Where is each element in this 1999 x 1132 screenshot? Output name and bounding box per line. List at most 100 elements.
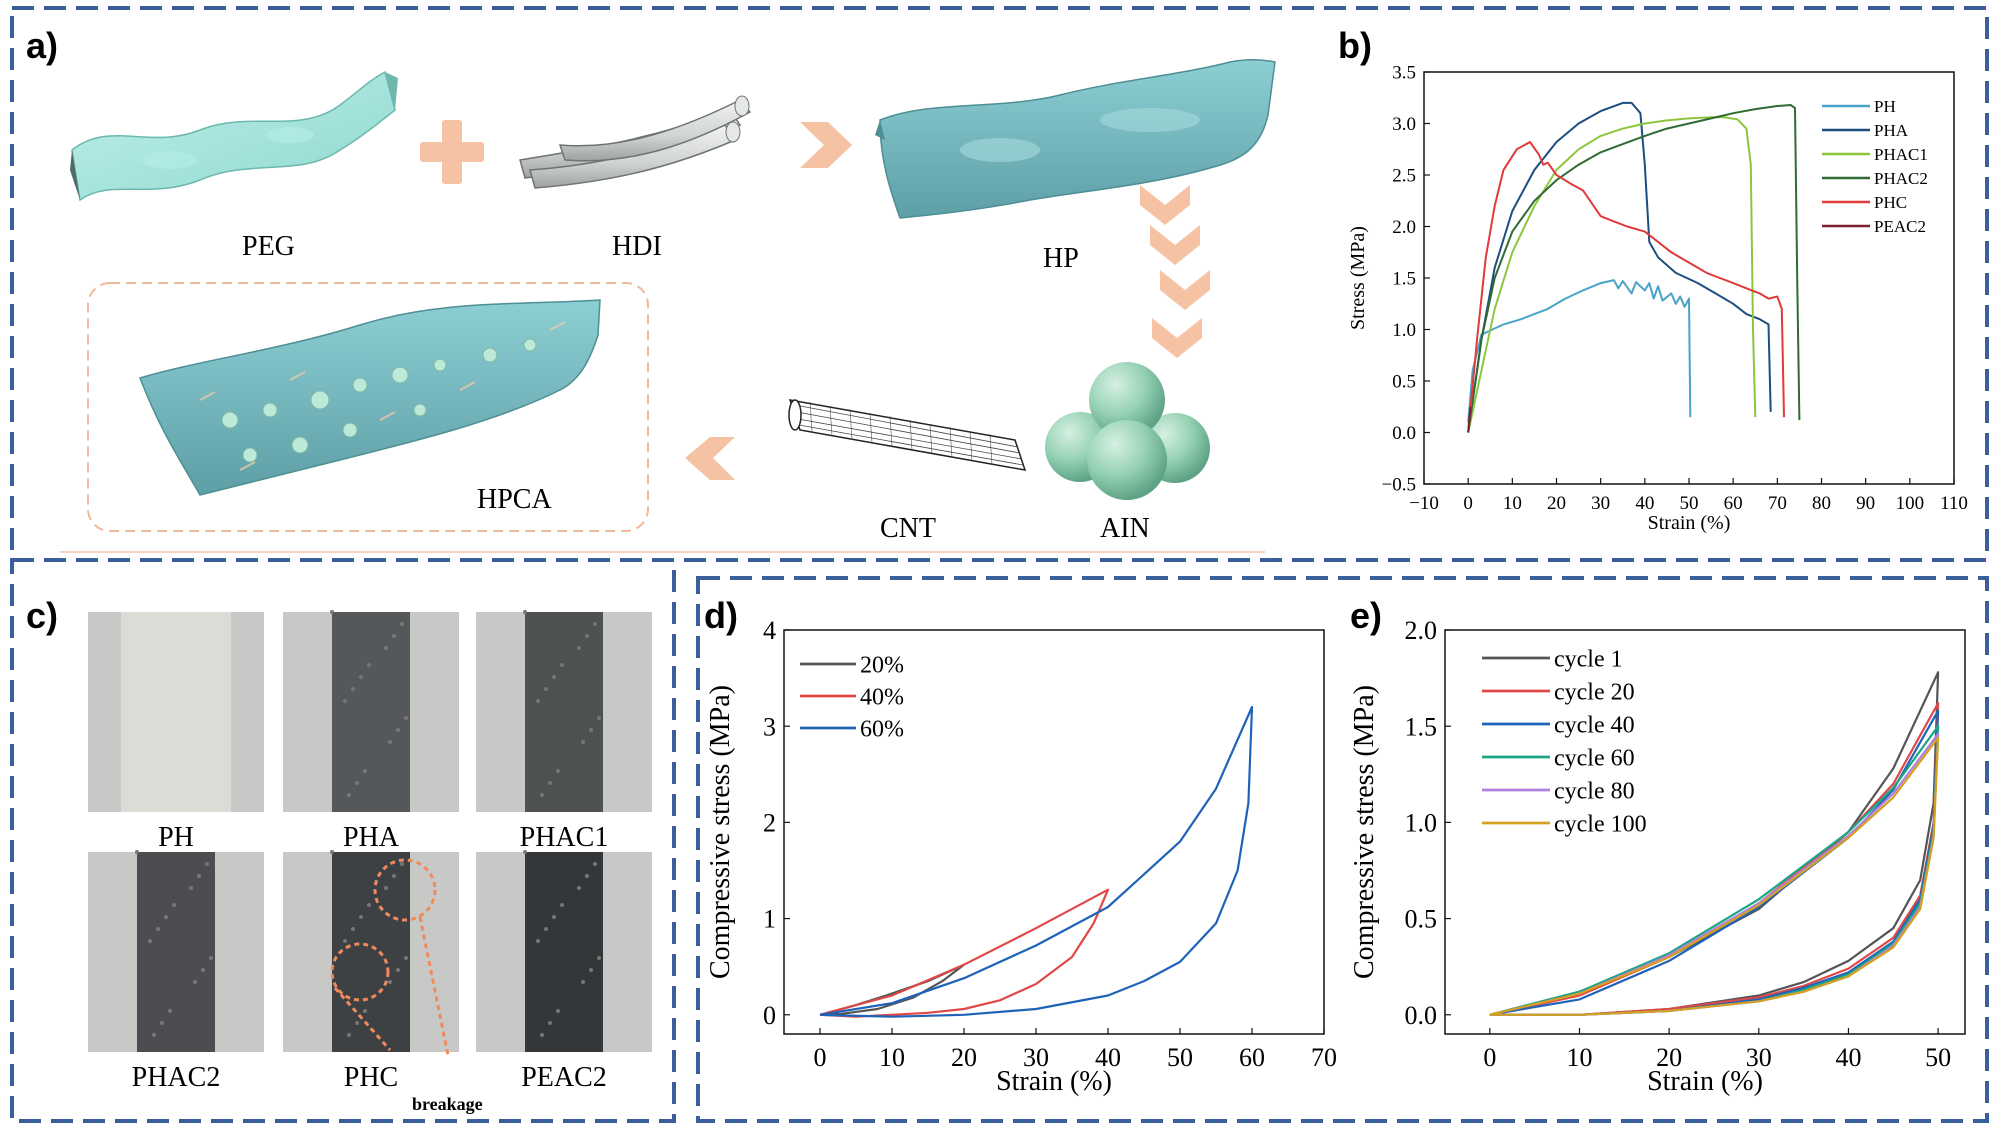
sample-texture — [544, 687, 548, 691]
cnt-label: CNT — [880, 513, 936, 544]
ain-label: AIN — [1100, 513, 1150, 544]
sample-texture — [400, 622, 404, 626]
x-tick-label: 30 — [1591, 493, 1610, 514]
hdi-tubes-icon — [519, 95, 752, 189]
legend-label: PHAC2 — [1874, 169, 1928, 188]
plot-frame — [783, 629, 1325, 1035]
sample-label: PH — [158, 822, 194, 853]
series-line-cycle-100 — [1489, 736, 1940, 1016]
sample-texture — [392, 634, 396, 638]
x-tick-label: 40 — [1095, 1043, 1121, 1072]
x-axis-label: Strain (%) — [1648, 512, 1731, 534]
x-tick-label: 60 — [1239, 1043, 1265, 1072]
frame-top — [10, 6, 1989, 562]
y-tick-label: 1.5 — [1405, 712, 1438, 741]
sample-texture — [388, 980, 392, 984]
x-tick-label: 20 — [1547, 493, 1566, 514]
sample-strip — [137, 852, 215, 1052]
sample-texture — [597, 716, 601, 720]
sample-strip — [525, 852, 603, 1052]
panel-e: e) 0 10 20 30 40 50 0.0 0.5 1.0 1.5 2.0 Strain (%) C… — [1349, 595, 1966, 1097]
sample-texture — [355, 781, 359, 785]
compressive-strain-chart: 0 10 20 30 40 50 60 70 0 1 2 3 4 Strain (%) Compressiv… — [705, 616, 1337, 1097]
legend-label: cycle 80 — [1554, 778, 1635, 804]
sample-texture — [593, 622, 597, 626]
sample-texture — [585, 874, 589, 878]
series-line-peac2 — [1467, 406, 1472, 433]
series-line-60- — [819, 705, 1254, 1018]
y-tick-label: 3.5 — [1392, 63, 1416, 84]
sample-texture — [523, 850, 527, 854]
y-tick-label: 0.0 — [1392, 423, 1416, 444]
sample-texture — [523, 610, 527, 614]
y-tick-label: 0.5 — [1392, 372, 1416, 393]
y-axis-label: Stress (MPa) — [1347, 226, 1369, 330]
series-line-phc — [1467, 141, 1785, 433]
x-tick-label: 70 — [1311, 1043, 1337, 1072]
sample-texture — [209, 956, 213, 960]
sample-texture — [593, 862, 597, 866]
stress-strain-chart: −10 0 10 20 30 40 50 60 70 80 90 100 110 −0.5 0.0 0.5 1.… — [1347, 63, 1968, 534]
sample-texture — [347, 793, 351, 797]
y-tick-label: 2.0 — [1392, 217, 1416, 238]
x-tick-label: 20 — [951, 1043, 977, 1072]
y-tick-label: 2 — [763, 808, 776, 837]
x-tick-label: 100 — [1896, 493, 1925, 514]
chevron-right-icon — [800, 122, 852, 168]
legend-label: cycle 1 — [1554, 646, 1623, 672]
sample-texture — [343, 699, 347, 703]
x-axis-label: Strain (%) — [1647, 1066, 1763, 1097]
series-line-ph — [1467, 279, 1692, 423]
frame-bottom-right — [696, 576, 1989, 1123]
x-tick-label: 90 — [1856, 493, 1875, 514]
y-tick-label: 1 — [763, 905, 776, 934]
sample-texture — [330, 850, 334, 854]
sample-texture — [156, 927, 160, 931]
sample-texture — [172, 903, 176, 907]
sample-texture — [536, 699, 540, 703]
chevron-left-icon — [685, 437, 735, 480]
sample-texture — [388, 740, 392, 744]
sample-texture — [585, 634, 589, 638]
legend-label: 60% — [860, 716, 904, 742]
sample-texture — [152, 1033, 156, 1037]
y-tick-label: 2.5 — [1392, 166, 1416, 187]
sample-texture — [355, 1021, 359, 1025]
y-tick-label: 3.0 — [1392, 114, 1416, 135]
panel-frames — [10, 6, 1989, 1123]
sample-texture — [540, 1033, 544, 1037]
breakage-label: breakage — [412, 1094, 483, 1114]
sample-texture — [164, 915, 168, 919]
y-axis-label: Compressive stress (MPa) — [1349, 685, 1380, 979]
sample-label: PEAC2 — [521, 1062, 607, 1093]
sample-texture — [367, 903, 371, 907]
panel-a: a) PEG HDI — [26, 25, 1276, 544]
legend-label: 20% — [860, 652, 904, 678]
sample-strip — [332, 612, 410, 812]
hpca-composite-icon — [139, 299, 601, 496]
x-tick-label: 60 — [1724, 493, 1743, 514]
x-tick-label: 70 — [1768, 493, 1787, 514]
x-tick-label: 50 — [1925, 1043, 1951, 1072]
sample-texture — [556, 1009, 560, 1013]
sample-texture — [400, 862, 404, 866]
chevron-down-icon — [1140, 185, 1210, 358]
sample-texture — [544, 927, 548, 931]
panel-c-letter: c) — [26, 595, 58, 636]
sample-texture — [536, 939, 540, 943]
sample-texture — [384, 886, 388, 890]
x-tick-label: 10 — [879, 1043, 905, 1072]
x-tick-label: 0 — [1463, 493, 1473, 514]
sample-texture — [160, 1021, 164, 1025]
sample-texture — [135, 850, 139, 854]
sample-texture — [552, 675, 556, 679]
sample-label: PHAC2 — [132, 1062, 221, 1093]
sample-label: PHC — [344, 1062, 398, 1093]
hpca-label: HPCA — [477, 484, 552, 515]
sample-texture — [581, 740, 585, 744]
sample-texture — [404, 956, 408, 960]
sample-texture — [343, 939, 347, 943]
sample-texture — [363, 769, 367, 773]
hp-label: HP — [1043, 243, 1079, 274]
x-tick-label: 50 — [1167, 1043, 1193, 1072]
